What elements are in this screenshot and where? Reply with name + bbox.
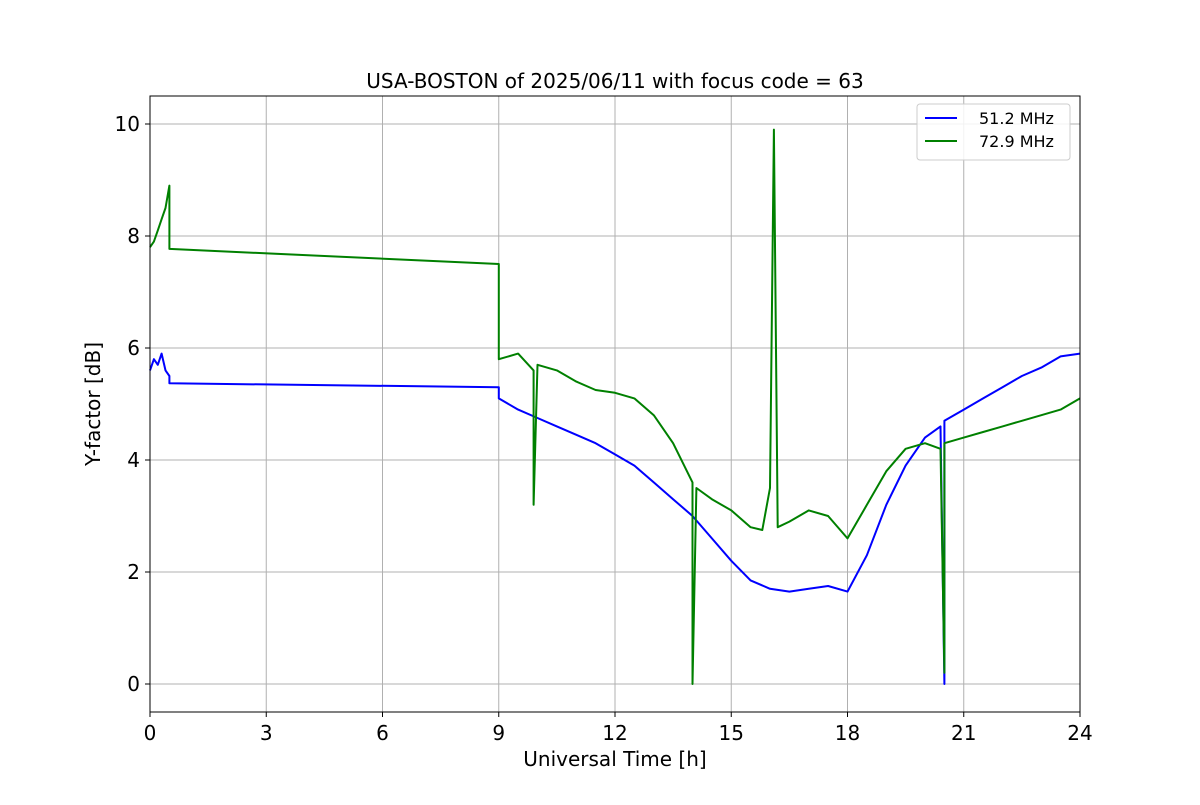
- x-tick-label: 6: [376, 721, 389, 745]
- plot-series: [149, 128, 1081, 685]
- y-tick-label: 0: [127, 672, 140, 696]
- legend-label-1: 51.2 MHz: [979, 109, 1054, 128]
- y-tick-label: 6: [127, 336, 140, 360]
- x-tick-label: 12: [602, 721, 627, 745]
- y-tick-label: 4: [127, 448, 140, 472]
- x-tick-label: 21: [951, 721, 976, 745]
- x-tick-label: 18: [835, 721, 860, 745]
- series-line-2: [149, 128, 1081, 685]
- x-axis-label: Universal Time [h]: [523, 747, 706, 771]
- y-tick-label: 8: [127, 224, 140, 248]
- x-tick-label: 15: [719, 721, 744, 745]
- y-axis-label: Y-factor [dB]: [81, 342, 105, 467]
- series-line-1: [149, 352, 1081, 685]
- legend-label-2: 72.9 MHz: [979, 132, 1054, 151]
- y-tick-label: 10: [115, 112, 140, 136]
- chart-title: USA-BOSTON of 2025/06/11 with focus code…: [366, 69, 863, 93]
- x-tick-label: 9: [492, 721, 505, 745]
- x-tick-label: 0: [144, 721, 157, 745]
- x-tick-label: 3: [260, 721, 273, 745]
- y-tick-label: 2: [127, 560, 140, 584]
- x-tick-label: 24: [1067, 721, 1092, 745]
- legend: 51.2 MHz 72.9 MHz: [916, 103, 1071, 161]
